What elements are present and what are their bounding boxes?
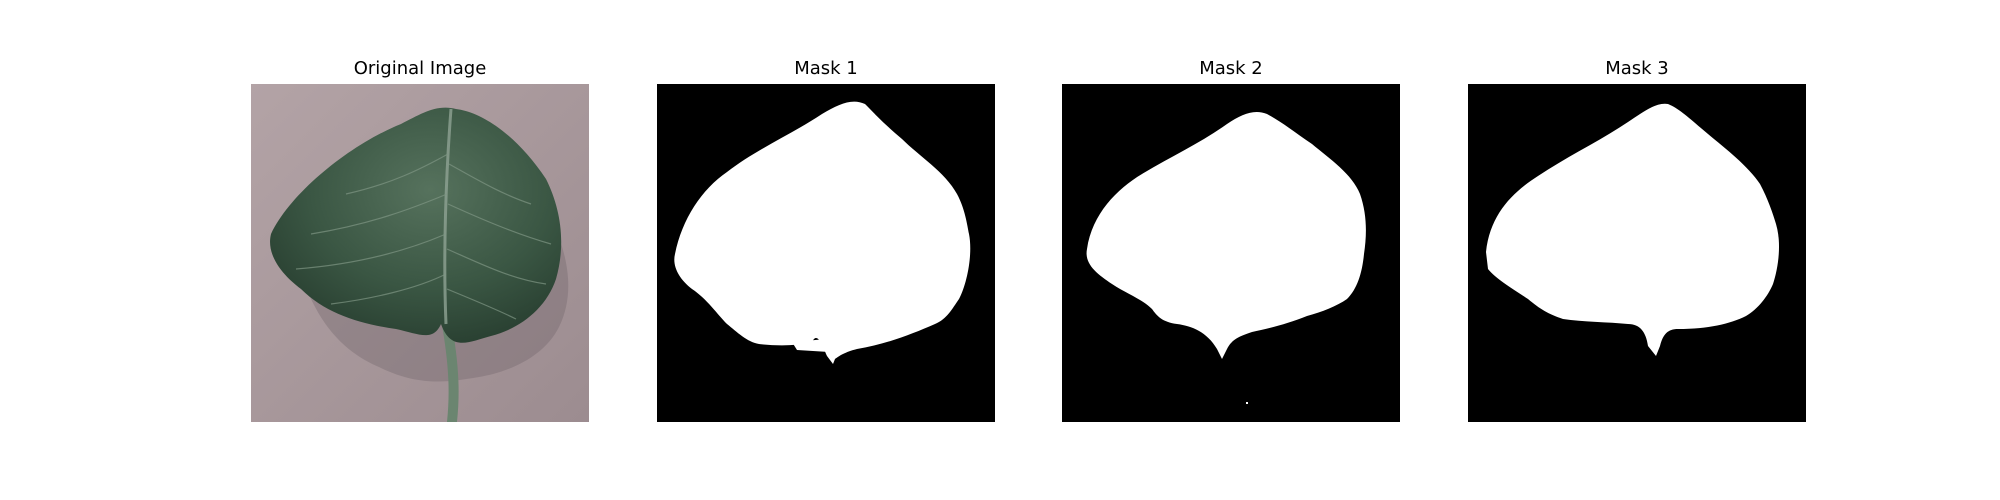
leaf-photo — [251, 84, 589, 422]
panel-title: Mask 3 — [1605, 58, 1669, 79]
panel-title: Mask 2 — [1199, 58, 1263, 79]
panel-title: Original Image — [353, 58, 487, 79]
panel-original-image: Original Image — [251, 0, 589, 500]
mask-1-image — [657, 84, 995, 422]
mask-3-image — [1468, 84, 1806, 422]
panel-title: Mask 1 — [794, 58, 858, 79]
panel-mask-1: Mask 1 — [657, 0, 995, 500]
mask-2-image — [1062, 84, 1400, 422]
panel-mask-2: Mask 2 — [1062, 0, 1400, 500]
panel-mask-3: Mask 3 — [1468, 0, 1806, 500]
